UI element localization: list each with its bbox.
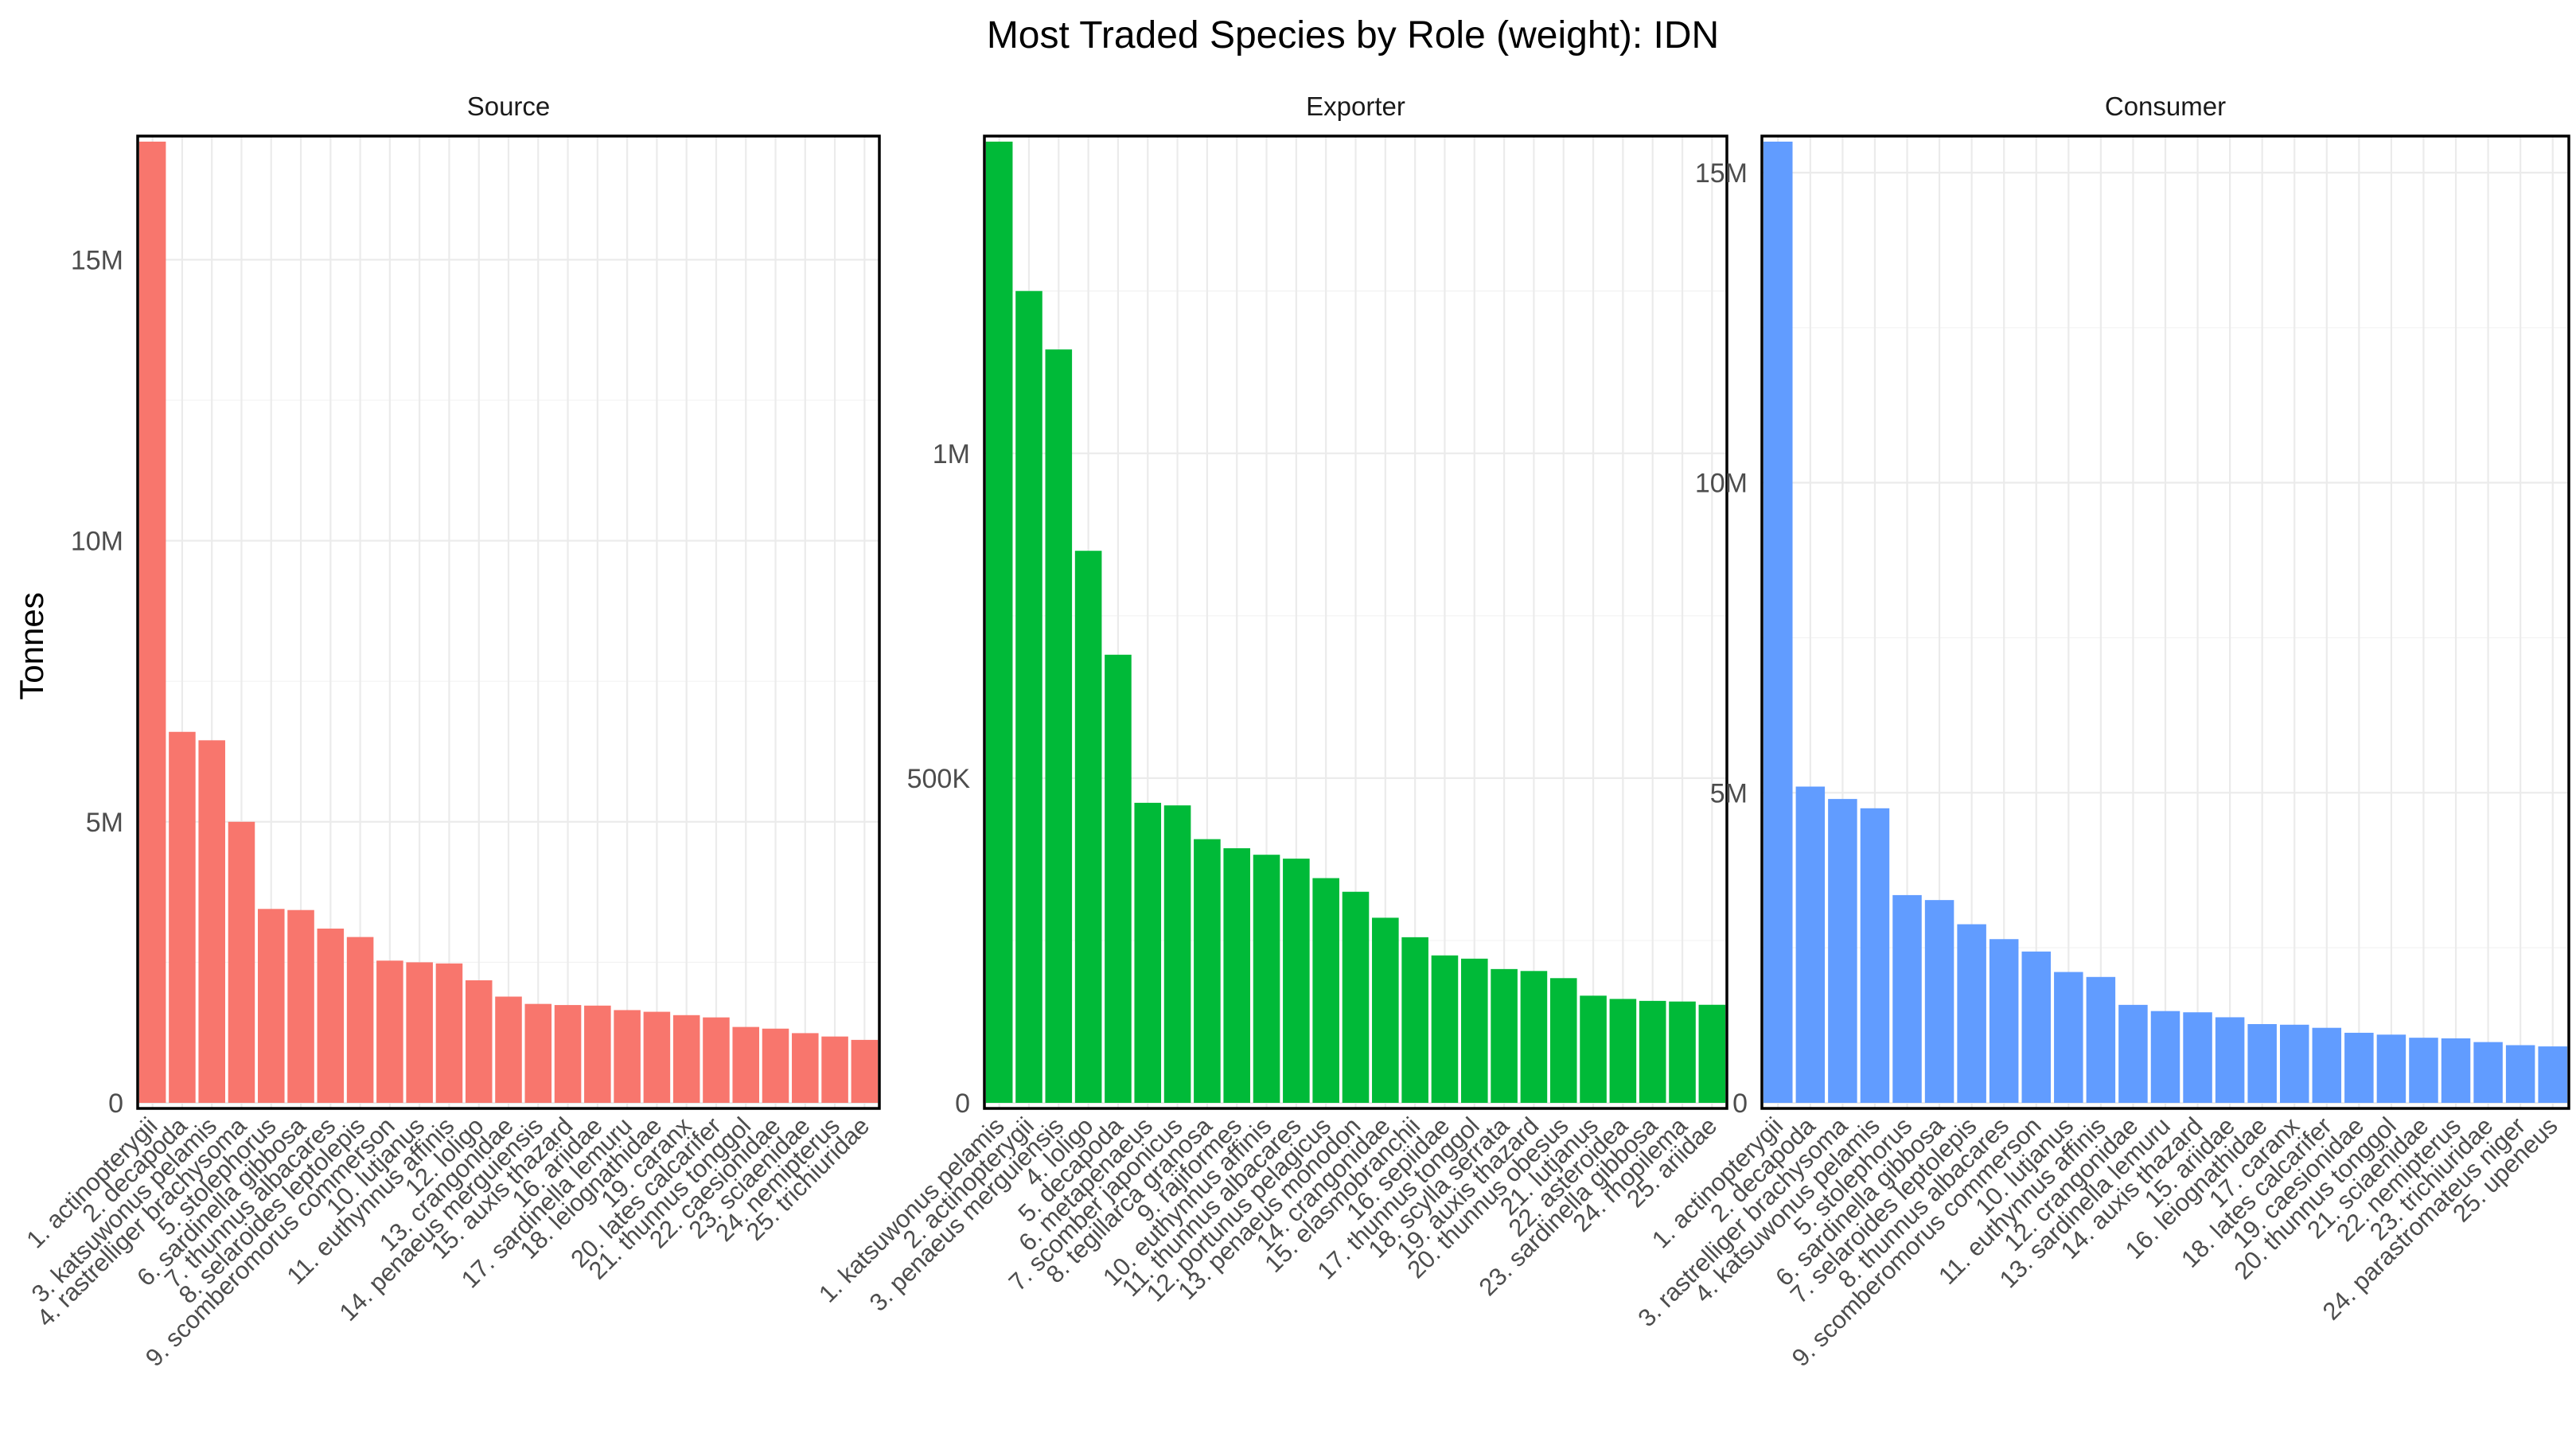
bar — [169, 731, 196, 1103]
bar — [762, 1028, 789, 1103]
bar — [614, 1010, 641, 1103]
bar — [1520, 971, 1548, 1103]
bar — [1045, 349, 1073, 1103]
y-tick-label: 10M — [1695, 469, 1748, 499]
bar — [2505, 1045, 2535, 1103]
y-tick-label: 10M — [71, 527, 123, 557]
bar — [643, 1011, 671, 1103]
bar — [524, 1003, 552, 1103]
bar — [198, 740, 225, 1103]
bar — [2344, 1032, 2374, 1103]
bar — [2021, 951, 2052, 1103]
bar — [1460, 958, 1488, 1103]
bar — [317, 929, 345, 1103]
bar — [435, 963, 463, 1103]
bar — [851, 1039, 879, 1103]
bar — [1698, 1004, 1726, 1103]
bar — [1312, 878, 1339, 1103]
bar — [495, 996, 522, 1103]
bar — [1431, 955, 1459, 1103]
bar — [138, 142, 166, 1103]
bar — [1491, 968, 1518, 1103]
panel-border — [1760, 134, 2570, 1110]
bar — [1639, 1000, 1666, 1103]
bar — [2279, 1024, 2309, 1103]
bar — [2183, 1012, 2212, 1103]
y-tick-label: 15M — [71, 245, 123, 275]
bar — [1828, 799, 1857, 1103]
bar — [2376, 1034, 2406, 1103]
bar — [2441, 1038, 2471, 1103]
bar — [2215, 1017, 2245, 1103]
y-tick-label: 500K — [907, 764, 971, 794]
bar — [1342, 891, 1370, 1103]
bar — [1957, 924, 1986, 1103]
facet-title: Exporter — [1306, 92, 1405, 121]
bar — [1105, 654, 1132, 1103]
y-tick-label: 1M — [933, 439, 970, 469]
panel-border — [136, 134, 881, 1110]
bar — [672, 1015, 700, 1103]
bar — [554, 1005, 582, 1103]
bar — [1763, 142, 1793, 1103]
bar — [703, 1017, 730, 1103]
bar — [1609, 999, 1637, 1103]
bar — [406, 962, 433, 1103]
y-tick-label: 15M — [1695, 158, 1748, 189]
bar — [1669, 1001, 1696, 1103]
bar — [1283, 859, 1310, 1103]
bar — [1253, 855, 1280, 1103]
bar — [1401, 937, 1428, 1103]
y-tick-label: 5M — [86, 808, 123, 838]
bar — [1795, 786, 1826, 1103]
bar — [732, 1026, 760, 1103]
bar — [1580, 995, 1607, 1103]
bar — [584, 1005, 611, 1103]
bar — [1074, 551, 1102, 1103]
bar — [465, 980, 493, 1103]
bar — [2409, 1038, 2438, 1103]
chart-title: Most Traded Species by Role (weight): ID… — [987, 14, 1719, 56]
bar — [792, 1033, 819, 1103]
bar — [2538, 1046, 2567, 1103]
bar — [2086, 976, 2116, 1103]
bar — [2312, 1027, 2342, 1103]
bar — [1989, 939, 2019, 1103]
bar — [1924, 900, 1954, 1103]
bar — [2118, 1004, 2148, 1103]
bar — [376, 960, 403, 1103]
bar — [257, 909, 285, 1103]
y-tick-label: 0 — [955, 1089, 970, 1119]
bar — [346, 937, 374, 1103]
bar — [1549, 978, 1577, 1103]
bar — [2150, 1011, 2180, 1103]
bar — [1015, 290, 1042, 1103]
bar — [2054, 972, 2083, 1103]
bar — [1194, 839, 1221, 1103]
bar — [287, 909, 314, 1103]
facet-title: Consumer — [2105, 92, 2226, 121]
facet-title: Source — [467, 92, 551, 121]
bar — [228, 821, 255, 1103]
panel-border — [983, 134, 1728, 1110]
y-tick-label: 0 — [1732, 1089, 1748, 1119]
bar — [2247, 1024, 2277, 1103]
y-axis-label: Tonnes — [13, 592, 50, 699]
bar — [2473, 1042, 2503, 1103]
bar — [1372, 917, 1399, 1103]
bar — [1134, 802, 1162, 1103]
bar — [1860, 808, 1890, 1103]
bar — [821, 1036, 848, 1103]
bar — [985, 142, 1013, 1103]
bar — [1163, 805, 1191, 1103]
bar — [1892, 894, 1922, 1103]
bar — [1223, 848, 1251, 1103]
y-tick-label: 0 — [108, 1089, 123, 1119]
y-tick-label: 5M — [1710, 778, 1748, 808]
